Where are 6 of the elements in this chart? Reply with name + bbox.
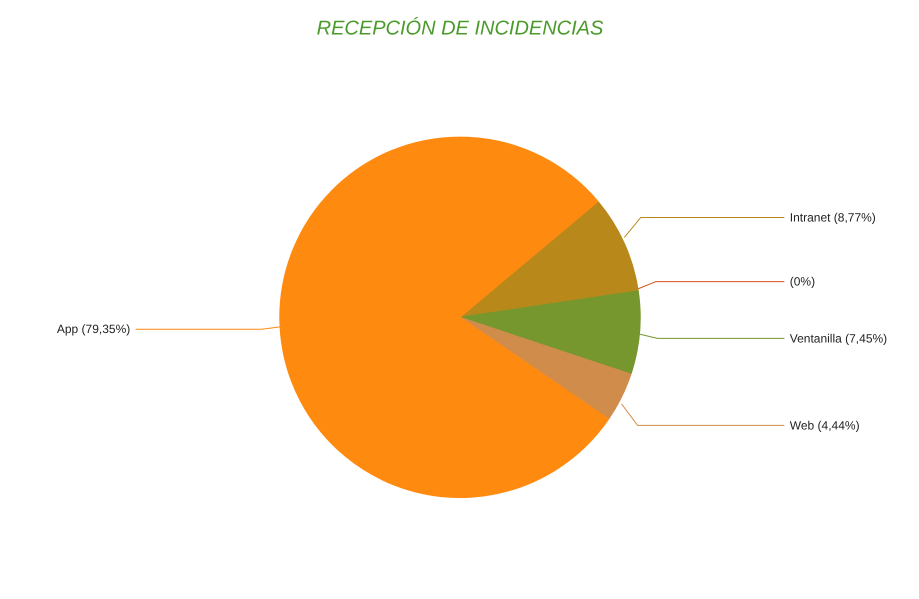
chart-title: RECEPCIÓN DE INCIDENCIAS: [316, 16, 604, 40]
slice-label: Intranet (8,77%): [790, 210, 876, 224]
slice-label: App (79,35%): [56, 322, 130, 336]
slice-label: Web (4,44%): [790, 418, 860, 432]
text: (0%): [790, 274, 816, 289]
slice-label: Ventanilla (7,45%): [790, 331, 888, 346]
